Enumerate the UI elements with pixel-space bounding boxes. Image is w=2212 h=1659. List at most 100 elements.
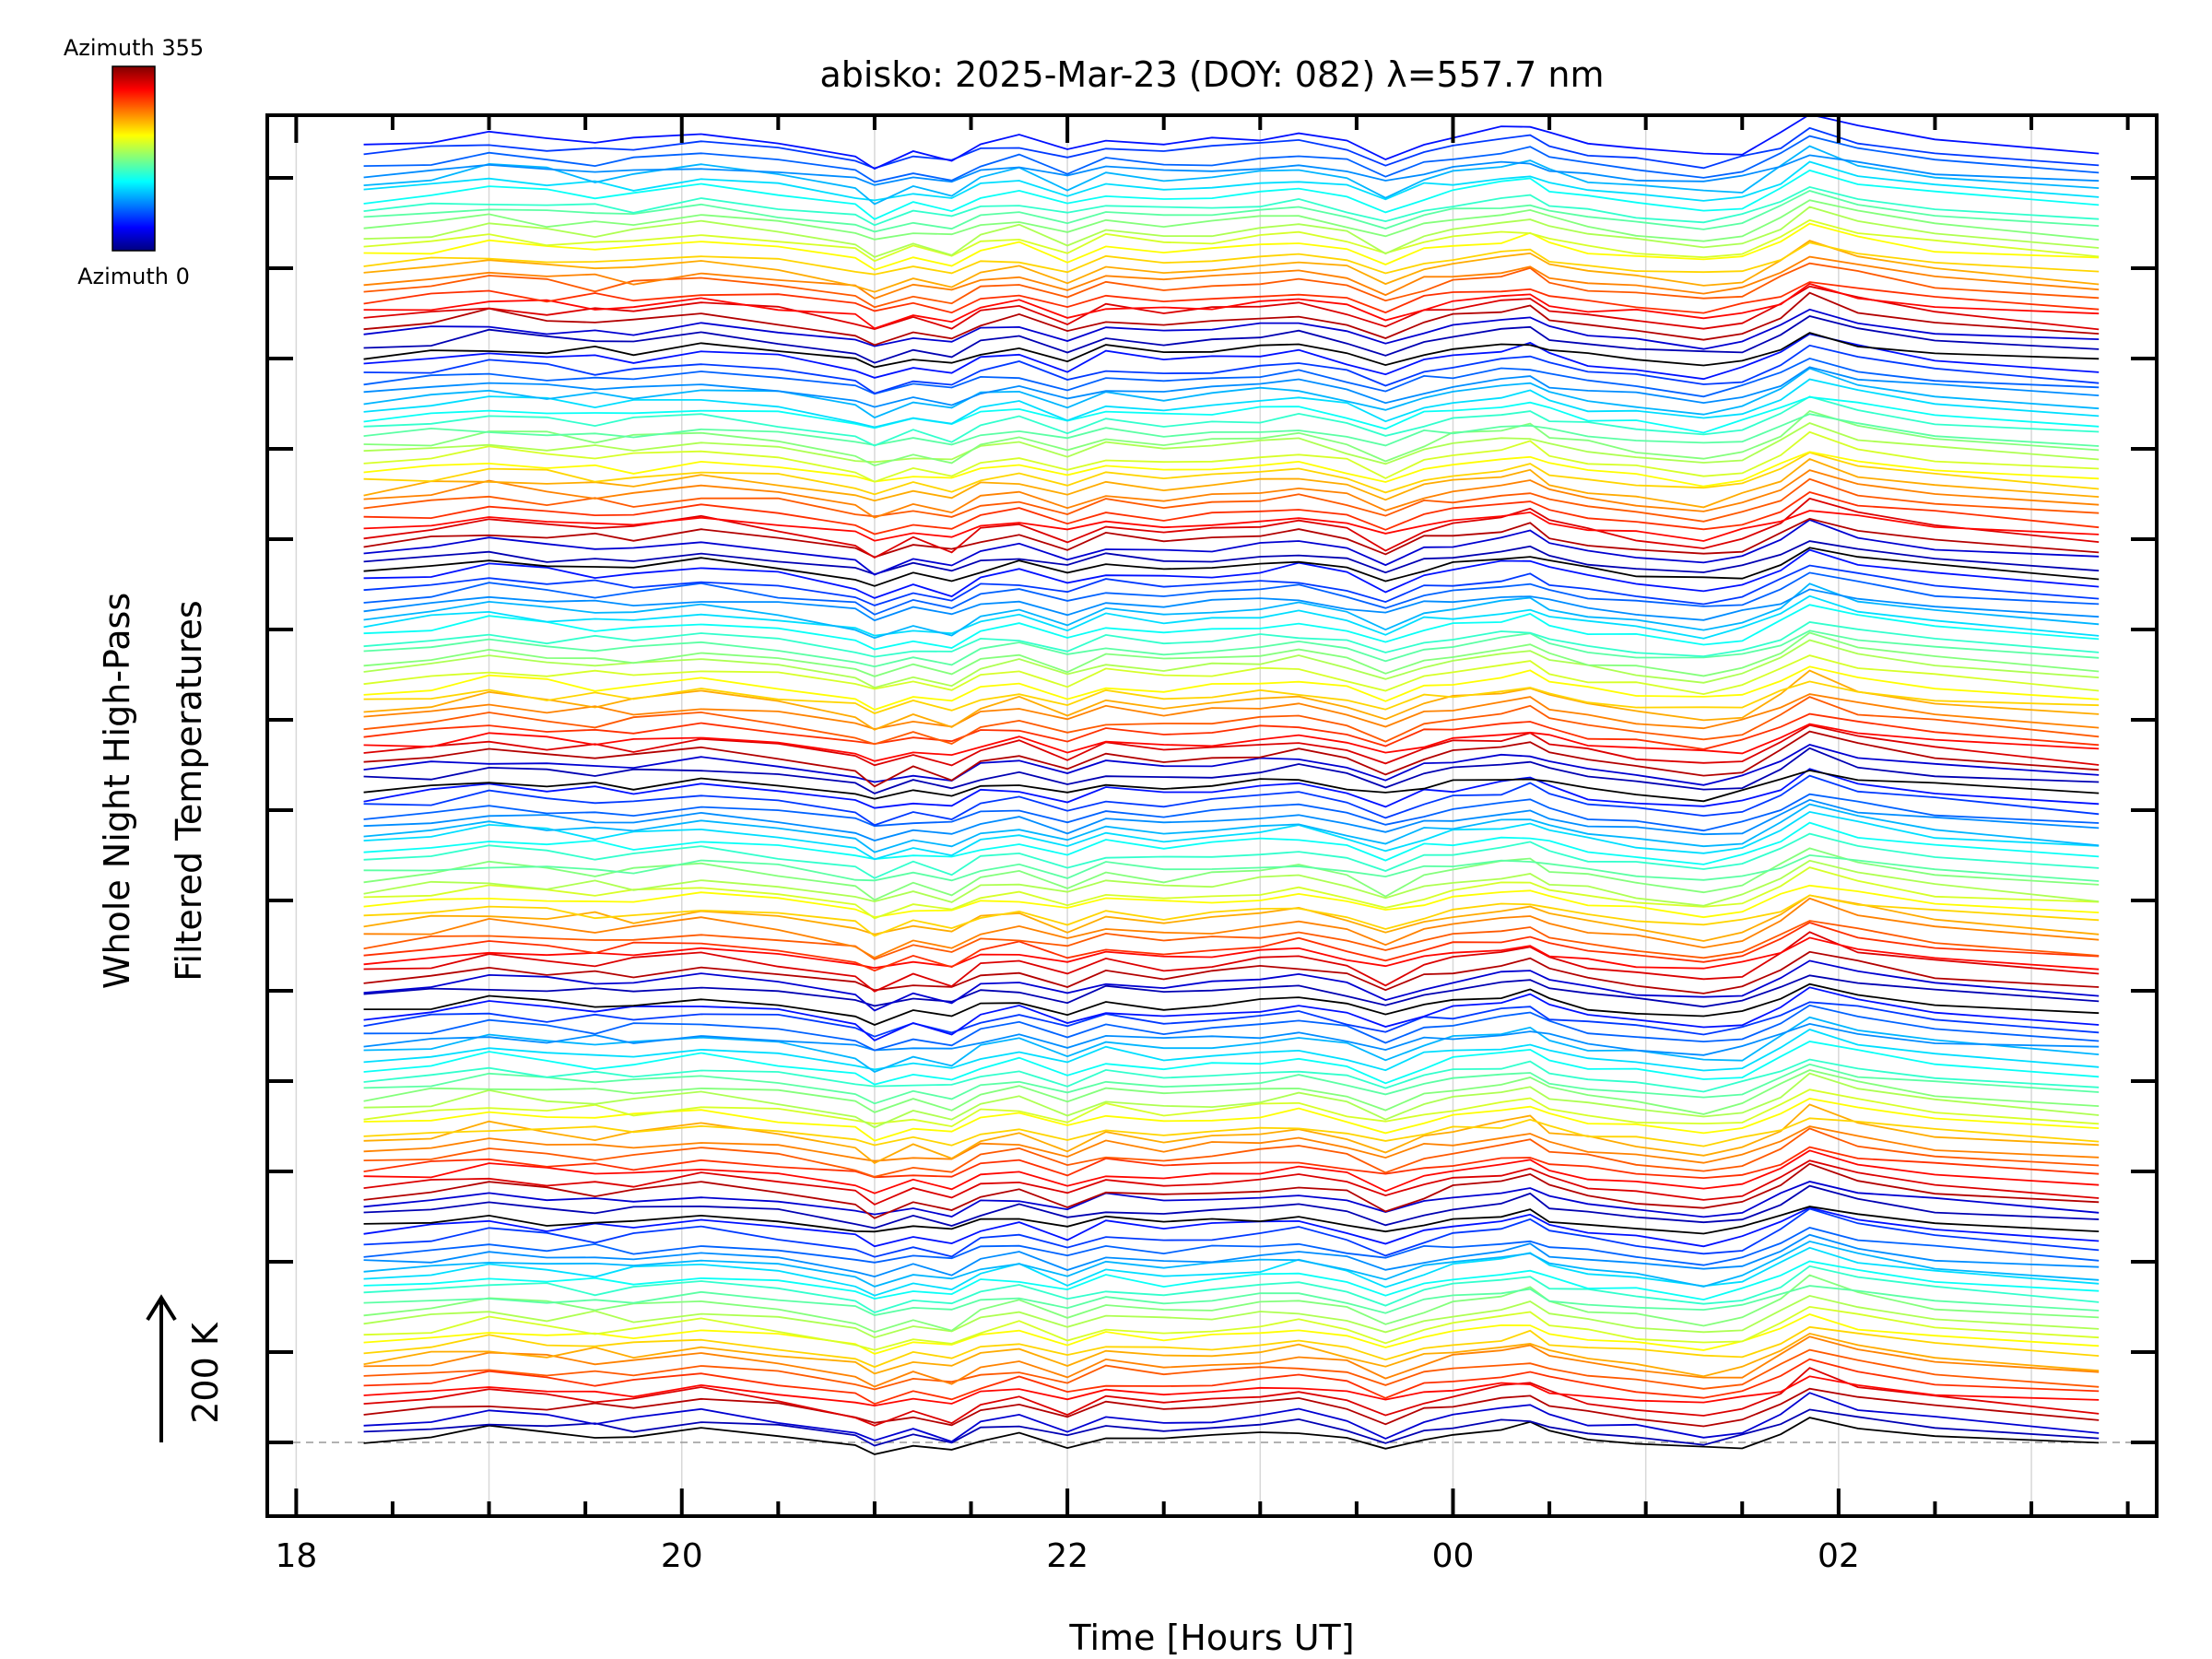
- series-line: [363, 931, 2100, 993]
- series-line: [363, 1181, 2100, 1218]
- series-line: [363, 1063, 2100, 1105]
- series-line: [363, 884, 2100, 919]
- scale-label: 200 K: [185, 1322, 226, 1424]
- series-line: [363, 1041, 2100, 1086]
- series-line: [363, 395, 2100, 434]
- series-line: [363, 747, 2100, 794]
- series-line: [363, 185, 2100, 227]
- series-line: [363, 547, 2100, 587]
- series-line: [363, 1069, 2100, 1115]
- series-line: [363, 897, 2100, 959]
- series-line: [363, 639, 2100, 689]
- series-line: [363, 950, 2100, 994]
- series-line: [363, 218, 2100, 263]
- series-line: [363, 222, 2100, 271]
- x-tick-label: 22: [1046, 1537, 1088, 1575]
- series-line: [363, 1159, 2100, 1206]
- series-line: [363, 1127, 2100, 1178]
- series-line: [363, 665, 2100, 711]
- series-line: [363, 959, 2100, 1012]
- series-line: [363, 1146, 2100, 1180]
- series-line: [363, 1098, 2100, 1142]
- series-line: [363, 588, 2100, 622]
- series-line: [363, 206, 2100, 258]
- series-line: [363, 457, 2100, 509]
- series-line: [363, 497, 2100, 559]
- series-line: [363, 730, 2100, 788]
- series-line: [363, 696, 2100, 746]
- series-line: [363, 1207, 2100, 1258]
- series-line: [363, 1332, 2100, 1378]
- x-tick-label: 00: [1432, 1537, 1475, 1575]
- series-line: [363, 145, 2100, 206]
- series-line: [363, 333, 2100, 381]
- series-line: [363, 135, 2100, 183]
- series-line: [363, 469, 2100, 519]
- series-line: [363, 712, 2100, 750]
- series-line: [363, 190, 2100, 233]
- series-line: [363, 409, 2100, 467]
- series-line: [363, 859, 2100, 907]
- axis-ticks: [267, 115, 2157, 1516]
- series-line: [363, 724, 2100, 767]
- series-line: [363, 1058, 2100, 1093]
- colorbar-bottom-label: Azimuth 0: [77, 264, 190, 289]
- series-line: [363, 922, 2100, 972]
- series-line: [363, 126, 2100, 170]
- series-line: [363, 654, 2100, 696]
- series-line: [363, 1325, 2100, 1369]
- series-line: [363, 894, 2100, 937]
- series-line: [363, 832, 2100, 879]
- series-line: [363, 1358, 2100, 1406]
- series-line: [363, 1149, 2100, 1194]
- series-line: [363, 548, 2100, 599]
- series-line: [363, 262, 2100, 309]
- series-line: [363, 894, 2100, 942]
- series-line: [363, 332, 2100, 369]
- series-line: [363, 798, 2100, 841]
- series-line: [363, 1265, 2100, 1313]
- series-line: [363, 821, 2100, 865]
- series-line: [363, 793, 2100, 832]
- series-line: [363, 803, 2100, 853]
- series-line: [363, 853, 2100, 882]
- series-line: [363, 413, 2100, 447]
- series-line: [363, 1305, 2100, 1351]
- series-line: [363, 769, 2100, 803]
- series-line: [363, 631, 2100, 677]
- y-axis-label: Whole Night High-Pass Filtered Temperatu…: [97, 593, 209, 989]
- series-line: [363, 422, 2100, 465]
- series-line: [363, 582, 2100, 640]
- series-line: [363, 1367, 2100, 1427]
- series-line: [363, 621, 2100, 658]
- series-line: [363, 510, 2100, 542]
- series-line: [363, 199, 2100, 242]
- series-line: [363, 451, 2100, 488]
- series-line: [363, 540, 2100, 576]
- series-line: [363, 378, 2100, 429]
- series-line: [363, 1294, 2100, 1339]
- series-line: [363, 1313, 2100, 1355]
- series-line: [363, 1387, 2100, 1428]
- series-line: [363, 847, 2100, 901]
- series-line: [363, 1375, 2100, 1407]
- series-line: [363, 491, 2100, 535]
- series-line: [363, 936, 2100, 971]
- y-axis-label-line1: Whole Night High-Pass: [97, 593, 137, 989]
- series-line: [363, 1348, 2100, 1391]
- series-line: [363, 285, 2100, 331]
- series-line: [363, 982, 2100, 1026]
- series-line: [363, 291, 2100, 347]
- colorbar: Azimuth 355 Azimuth 0: [64, 35, 204, 289]
- series-line: [363, 669, 2100, 731]
- series-line: [363, 768, 2100, 809]
- series-line: [363, 255, 2100, 300]
- series-line: [363, 357, 2100, 398]
- x-axis-label: Time [Hours UT]: [1068, 1618, 1354, 1658]
- series-line: [363, 169, 2100, 220]
- series-line: [363, 282, 2100, 330]
- chart-title: abisko: 2025-Mar-23 (DOY: 082) λ=557.7 n…: [819, 54, 1604, 95]
- series-line: [363, 1392, 2100, 1443]
- series-line: [363, 693, 2100, 730]
- scale-indicator: 200 K: [146, 1294, 226, 1442]
